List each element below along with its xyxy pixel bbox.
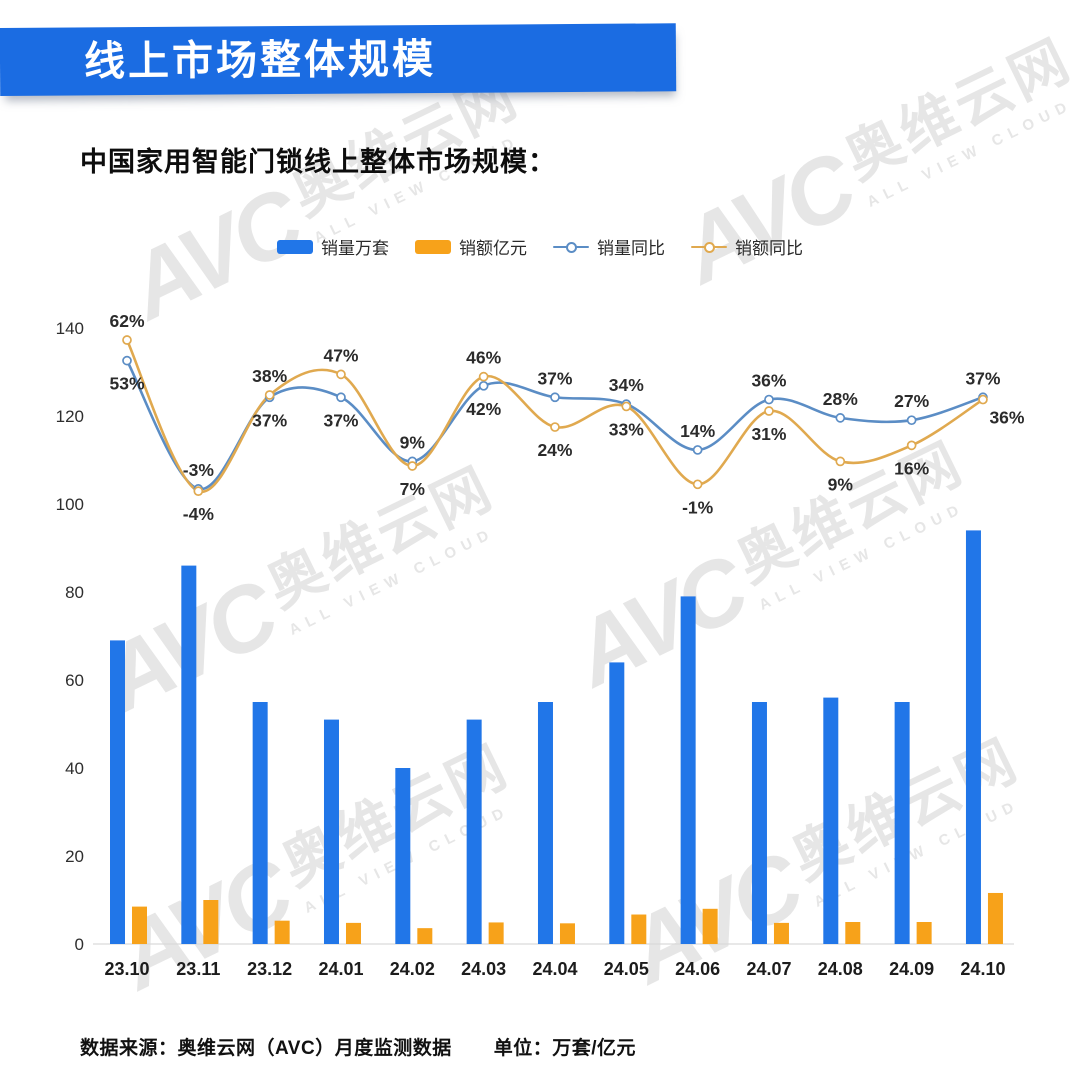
- svg-text:9%: 9%: [400, 432, 426, 452]
- legend-label: 销额亿元: [459, 239, 527, 258]
- chart-legend: 销量万套 销额亿元 销量同比 销额同比: [0, 234, 1080, 259]
- svg-text:38%: 38%: [252, 366, 287, 386]
- svg-text:24.08: 24.08: [818, 959, 863, 979]
- svg-text:33%: 33%: [609, 419, 644, 439]
- svg-text:24.09: 24.09: [889, 959, 934, 979]
- svg-text:-3%: -3%: [183, 460, 215, 480]
- svg-text:24.10: 24.10: [960, 959, 1005, 979]
- svg-text:24.06: 24.06: [675, 959, 720, 979]
- svg-text:37%: 37%: [537, 368, 572, 388]
- svg-text:28%: 28%: [823, 389, 858, 409]
- svg-text:37%: 37%: [965, 368, 1000, 388]
- svg-text:37%: 37%: [252, 410, 287, 430]
- svg-text:53%: 53%: [109, 374, 144, 394]
- svg-text:80: 80: [65, 583, 84, 602]
- page-title-banner: 线上市场整体规模: [0, 23, 677, 96]
- svg-text:46%: 46%: [466, 348, 501, 368]
- legend-label: 销量万套: [321, 239, 389, 258]
- legend-item-sales-volume: 销量万套: [277, 234, 389, 259]
- svg-text:60: 60: [65, 671, 84, 690]
- svg-text:120: 120: [56, 407, 84, 426]
- svg-text:24.03: 24.03: [461, 959, 506, 979]
- legend-item-amount-yoy: 销额同比: [691, 234, 803, 259]
- legend-item-volume-yoy: 销量同比: [553, 234, 665, 259]
- svg-text:36%: 36%: [751, 371, 786, 391]
- svg-text:0: 0: [75, 935, 84, 954]
- svg-text:31%: 31%: [751, 424, 786, 444]
- svg-text:24%: 24%: [537, 440, 572, 460]
- svg-text:36%: 36%: [989, 408, 1024, 428]
- svg-text:23.12: 23.12: [247, 959, 292, 979]
- svg-text:23.11: 23.11: [176, 959, 220, 979]
- svg-text:24.02: 24.02: [390, 959, 435, 979]
- svg-text:20: 20: [65, 847, 84, 866]
- svg-text:-1%: -1%: [682, 497, 714, 517]
- svg-text:140: 140: [56, 319, 84, 338]
- amount-yoy-line-icon: [691, 240, 727, 254]
- sales-amount-swatch-icon: [415, 239, 451, 254]
- unit-text: 单位：万套/亿元: [493, 1038, 636, 1059]
- svg-text:100: 100: [56, 495, 84, 514]
- svg-text:24.01: 24.01: [318, 959, 363, 979]
- svg-text:24.07: 24.07: [746, 959, 791, 979]
- svg-text:14%: 14%: [680, 421, 715, 441]
- svg-text:42%: 42%: [466, 399, 501, 419]
- svg-text:34%: 34%: [609, 375, 644, 395]
- legend-label: 销额同比: [735, 239, 803, 258]
- data-source-note: 数据来源：奥维云网（AVC）月度监测数据 单位：万套/亿元: [80, 1033, 636, 1060]
- svg-text:9%: 9%: [828, 474, 854, 494]
- svg-text:47%: 47%: [323, 345, 358, 365]
- svg-text:24.05: 24.05: [604, 959, 649, 979]
- svg-text:-4%: -4%: [183, 504, 215, 524]
- page-title: 线上市场整体规模: [83, 35, 437, 84]
- chart-subtitle: 中国家用智能门锁线上整体市场规模：: [80, 147, 556, 177]
- svg-text:23.10: 23.10: [104, 959, 149, 979]
- legend-label: 销量同比: [597, 239, 665, 258]
- svg-text:16%: 16%: [894, 458, 929, 478]
- source-text: 数据来源：奥维云网（AVC）月度监测数据: [80, 1038, 452, 1059]
- svg-text:27%: 27%: [894, 391, 929, 411]
- svg-text:7%: 7%: [400, 479, 426, 499]
- legend-item-sales-amount: 销额亿元: [415, 234, 527, 259]
- sales-volume-swatch-icon: [277, 239, 313, 254]
- svg-text:40: 40: [65, 759, 84, 778]
- svg-text:62%: 62%: [109, 311, 144, 331]
- svg-text:24.04: 24.04: [532, 959, 577, 979]
- svg-text:37%: 37%: [323, 410, 358, 430]
- volume-yoy-line-icon: [553, 240, 589, 254]
